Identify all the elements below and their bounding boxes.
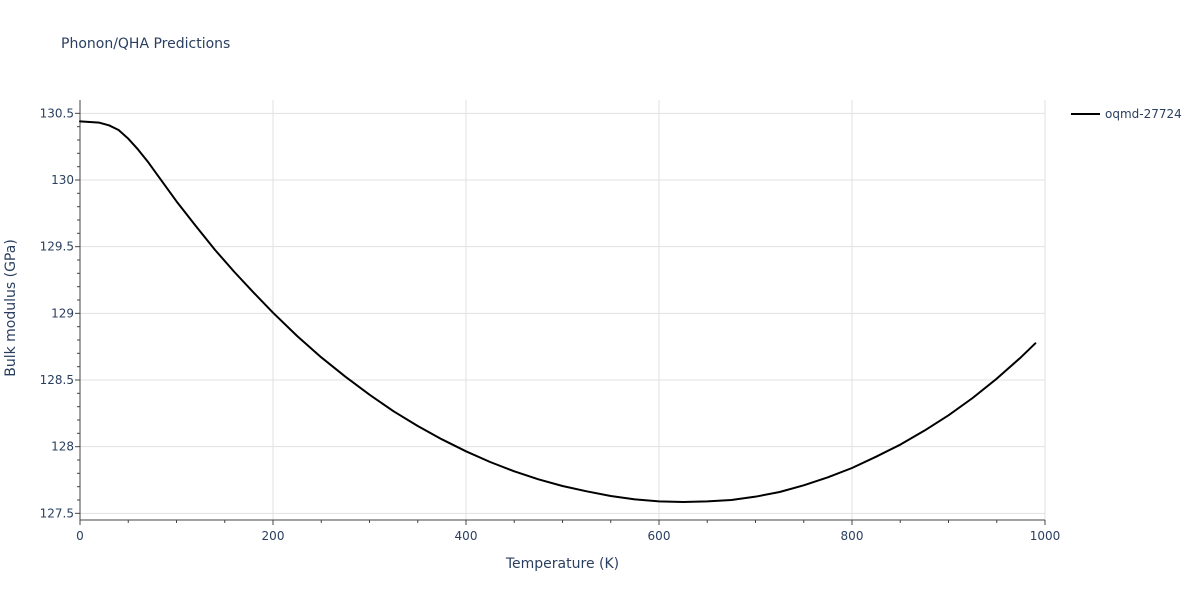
tick-labels: 0 200 400 600 800 1000 127.5 128 128.5 129 129.5 13… bbox=[3, 106, 1060, 572]
y-tick-label: 128 bbox=[51, 440, 74, 454]
x-tick-label: 400 bbox=[455, 529, 478, 543]
x-tick-label: 800 bbox=[841, 529, 864, 543]
y-tick-label: 129.5 bbox=[40, 240, 74, 254]
y-tick-label: 130.5 bbox=[40, 106, 74, 120]
y-tick-label: 128.5 bbox=[40, 373, 74, 387]
y-tick-label: 129 bbox=[51, 306, 74, 320]
series-layer bbox=[79, 120, 1037, 503]
y-axis-title: Bulk modulus (GPa) bbox=[3, 239, 19, 377]
grid-lines bbox=[80, 100, 1046, 520]
chart-title: Phonon/QHA Predictions bbox=[61, 36, 231, 52]
y-tick-label: 127.5 bbox=[40, 506, 74, 520]
axes bbox=[75, 100, 1046, 525]
legend: oqmd-27724 bbox=[1071, 107, 1182, 121]
x-tick-label: 200 bbox=[262, 529, 285, 543]
x-tick-label: 1000 bbox=[1030, 529, 1061, 543]
x-axis-title: Temperature (K) bbox=[505, 556, 619, 572]
series-line bbox=[79, 120, 1037, 503]
y-tick-label: 130 bbox=[51, 173, 74, 187]
legend-label: oqmd-27724 bbox=[1105, 107, 1182, 121]
x-tick-label: 600 bbox=[648, 529, 671, 543]
x-tick-label: 0 bbox=[76, 529, 84, 543]
